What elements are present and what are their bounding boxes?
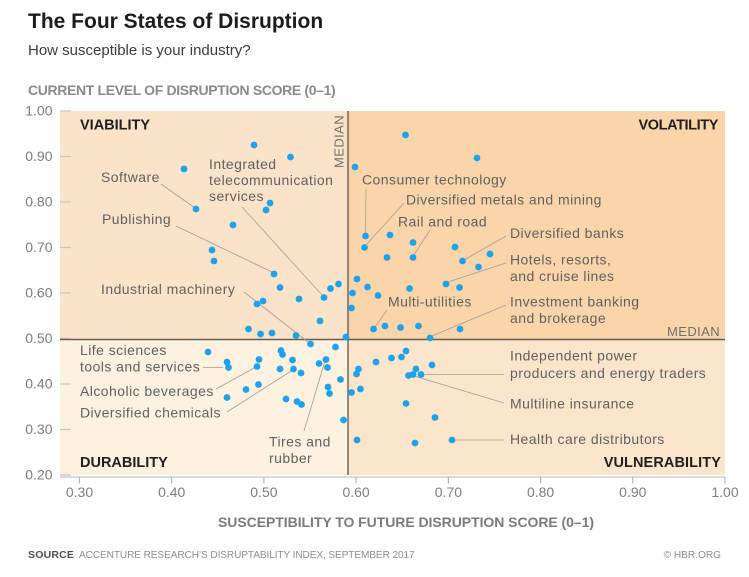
- svg-text:Life sciences: Life sciences: [80, 342, 167, 358]
- svg-text:rubber: rubber: [269, 450, 312, 466]
- svg-text:0.60: 0.60: [25, 285, 52, 301]
- svg-text:ACCENTURE RESEARCH’S DISRUPTAB: ACCENTURE RESEARCH’S DISRUPTABILITY INDE…: [79, 550, 415, 561]
- svg-text:© HBR.ORG: © HBR.ORG: [664, 550, 721, 561]
- svg-text:0.30: 0.30: [25, 421, 52, 437]
- svg-text:0.30: 0.30: [66, 484, 93, 500]
- svg-text:Tires and: Tires and: [269, 434, 331, 450]
- svg-text:producers and energy traders: producers and energy traders: [510, 365, 706, 381]
- svg-text:Health care distributors: Health care distributors: [510, 431, 665, 447]
- svg-text:SOURCE: SOURCE: [28, 549, 74, 561]
- svg-text:0.90: 0.90: [25, 148, 52, 164]
- svg-text:0.60: 0.60: [342, 484, 369, 500]
- svg-text:Integrated: Integrated: [209, 156, 277, 172]
- svg-text:Diversified banks: Diversified banks: [510, 225, 624, 241]
- svg-text:0.40: 0.40: [158, 484, 185, 500]
- svg-text:tools and services: tools and services: [80, 359, 200, 375]
- svg-text:0.50: 0.50: [25, 330, 52, 346]
- svg-text:MEDIAN: MEDIAN: [667, 324, 720, 339]
- svg-text:0.70: 0.70: [435, 484, 462, 500]
- svg-text:Publishing: Publishing: [102, 211, 171, 227]
- svg-text:Diversified metals and mining: Diversified metals and mining: [406, 192, 602, 208]
- svg-text:Rail and road: Rail and road: [398, 214, 487, 230]
- svg-text:Industrial machinery: Industrial machinery: [101, 281, 235, 297]
- svg-text:Multi-utilities: Multi-utilities: [388, 294, 472, 310]
- svg-text:0.40: 0.40: [25, 376, 52, 392]
- svg-text:Software: Software: [101, 169, 160, 185]
- svg-text:and brokerage: and brokerage: [510, 310, 606, 326]
- svg-text:and cruise lines: and cruise lines: [510, 268, 614, 284]
- svg-text:0.20: 0.20: [25, 467, 52, 483]
- svg-text:telecommunication: telecommunication: [209, 172, 333, 188]
- svg-text:1.00: 1.00: [25, 103, 52, 119]
- svg-text:VIABILITY: VIABILITY: [80, 118, 150, 134]
- svg-text:Consumer technology: Consumer technology: [362, 172, 507, 188]
- svg-text:Alcoholic beverages: Alcoholic beverages: [80, 383, 214, 399]
- svg-text:0.80: 0.80: [527, 484, 554, 500]
- svg-text:CURRENT LEVEL OF DISRUPTION SC: CURRENT LEVEL OF DISRUPTION SCORE (0–1): [28, 82, 335, 98]
- svg-text:0.70: 0.70: [25, 239, 52, 255]
- svg-text:DURABILITY: DURABILITY: [80, 455, 168, 471]
- svg-text:SUSCEPTIBILITY TO FUTURE DISRU: SUSCEPTIBILITY TO FUTURE DISRUPTION SCOR…: [218, 514, 594, 530]
- svg-text:Diversified chemicals: Diversified chemicals: [80, 405, 221, 421]
- svg-text:Multiline insurance: Multiline insurance: [510, 396, 635, 412]
- svg-text:0.80: 0.80: [25, 194, 52, 210]
- svg-text:How susceptible is your indust: How susceptible is your industry?: [28, 42, 251, 59]
- svg-text:VOLATILITY: VOLATILITY: [638, 118, 718, 134]
- svg-text:VULNERABILITY: VULNERABILITY: [604, 455, 722, 471]
- svg-text:The Four States of Disruption: The Four States of Disruption: [28, 10, 323, 33]
- svg-text:Investment banking: Investment banking: [510, 294, 640, 310]
- svg-text:1.00: 1.00: [711, 484, 738, 500]
- svg-text:MEDIAN: MEDIAN: [332, 115, 347, 168]
- svg-text:Hotels, resorts,: Hotels, resorts,: [510, 252, 611, 268]
- svg-text:Independent power: Independent power: [510, 348, 638, 364]
- svg-text:0.90: 0.90: [619, 484, 646, 500]
- svg-text:services: services: [209, 188, 264, 204]
- svg-text:0.50: 0.50: [250, 484, 277, 500]
